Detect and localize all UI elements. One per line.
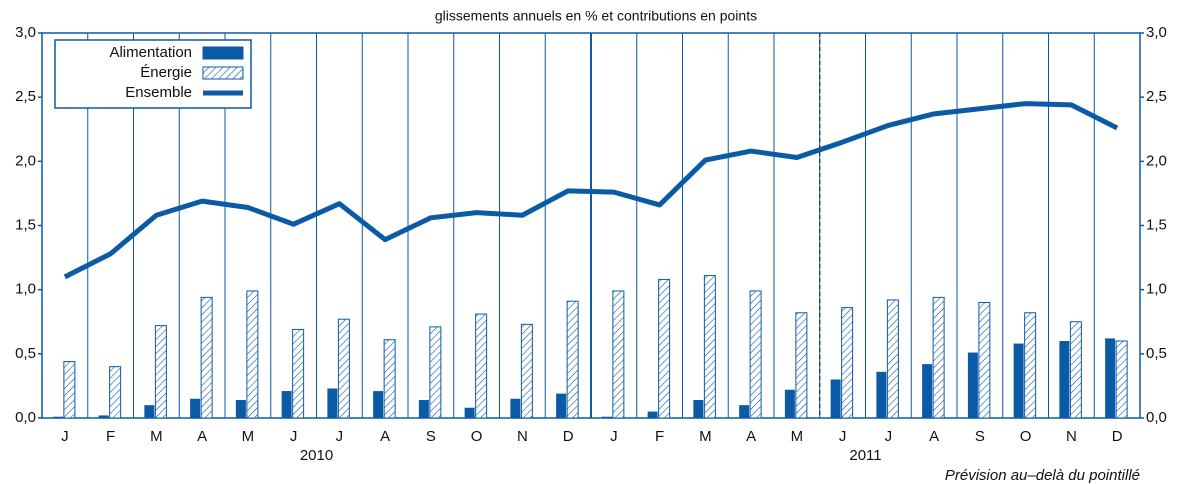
bar — [967, 352, 978, 418]
bar — [418, 400, 429, 418]
y-tick-label: 2,0 — [15, 152, 36, 169]
bar — [281, 391, 292, 418]
bar — [693, 400, 704, 418]
bar — [292, 328, 305, 419]
bar — [886, 299, 899, 419]
bar — [1024, 312, 1037, 419]
bar — [658, 278, 671, 419]
x-tick-label: S — [426, 428, 436, 445]
y2-tick-label: 1,0 — [1146, 281, 1167, 298]
bar — [52, 416, 63, 418]
bar — [235, 400, 246, 418]
x-tick-label: O — [471, 428, 483, 445]
bar — [327, 388, 338, 418]
y2-tick-label: 0,0 — [1146, 409, 1167, 426]
bar — [612, 290, 625, 419]
x-tick-label: J — [839, 428, 847, 445]
bar — [703, 275, 716, 419]
line — [63, 101, 1119, 280]
legend-label: Alimentation — [109, 44, 192, 61]
x-tick-label: N — [517, 428, 528, 445]
chart-note: Prévision au–delà du pointillé — [945, 467, 1140, 484]
x-tick-label: M — [699, 428, 712, 445]
bar — [200, 296, 213, 419]
x-tick-label: F — [655, 428, 664, 445]
x-tick-label: D — [563, 428, 574, 445]
bar — [978, 302, 991, 419]
bar — [464, 407, 475, 418]
bar — [922, 364, 933, 418]
bar — [154, 325, 167, 419]
bar — [1115, 340, 1128, 419]
legend-label: Ensemble — [125, 84, 192, 101]
bar — [429, 326, 442, 419]
x-tick-label: J — [885, 428, 893, 445]
bar — [784, 389, 795, 418]
y-tick-label: 2,5 — [15, 88, 36, 105]
x-tick-label: A — [380, 428, 390, 445]
bar — [109, 366, 122, 419]
chart-subtitle: glissements annuels en % et contribution… — [435, 8, 757, 24]
legend-swatch — [202, 66, 244, 80]
y2-tick-label: 2,5 — [1146, 88, 1167, 105]
bar — [144, 405, 155, 418]
year-label: 2011 — [849, 447, 881, 464]
bar — [749, 290, 762, 419]
y2-tick-label: 2,0 — [1146, 152, 1167, 169]
bar — [876, 371, 887, 418]
bar — [63, 361, 76, 419]
bar — [1013, 343, 1024, 418]
x-tick-label: F — [106, 428, 115, 445]
bar — [556, 393, 567, 418]
bar — [510, 398, 521, 418]
bar — [841, 307, 854, 419]
y-tick-label: 1,0 — [15, 281, 36, 298]
x-tick-label: J — [336, 428, 344, 445]
bar — [1069, 321, 1082, 419]
x-tick-label: M — [791, 428, 804, 445]
x-tick-label: S — [975, 428, 985, 445]
x-tick-label: M — [150, 428, 163, 445]
y-tick-label: 1,5 — [15, 216, 36, 233]
bar — [739, 405, 750, 418]
bar — [190, 398, 201, 418]
bar — [337, 318, 350, 419]
bar — [647, 411, 658, 418]
bar — [1059, 341, 1070, 418]
x-tick-label: M — [242, 428, 255, 445]
bar — [932, 296, 945, 419]
x-tick-label: O — [1020, 428, 1032, 445]
bar — [520, 323, 533, 419]
bar — [830, 379, 841, 418]
bar — [373, 391, 384, 418]
legend-swatch — [202, 46, 244, 60]
x-tick-label: J — [61, 428, 69, 445]
x-tick-label: N — [1066, 428, 1077, 445]
bar — [795, 312, 808, 419]
x-tick-label: D — [1112, 428, 1123, 445]
x-tick-label: A — [929, 428, 939, 445]
bar — [566, 300, 579, 419]
legend-label: Énergie — [140, 64, 192, 81]
year-label: 2010 — [300, 447, 333, 464]
x-tick-label: A — [746, 428, 756, 445]
x-tick-label: J — [290, 428, 298, 445]
bar — [601, 416, 612, 418]
bar — [1105, 338, 1116, 418]
y-tick-label: 3,0 — [15, 24, 36, 41]
y2-tick-label: 0,5 — [1146, 345, 1167, 362]
bar — [383, 339, 396, 419]
bar — [98, 415, 109, 418]
bar — [246, 290, 259, 419]
y-tick-label: 0,0 — [15, 409, 36, 426]
y2-tick-label: 1,5 — [1146, 216, 1167, 233]
y2-tick-label: 3,0 — [1146, 24, 1167, 41]
x-tick-label: A — [197, 428, 207, 445]
x-tick-label: J — [610, 428, 618, 445]
bar — [475, 313, 488, 419]
y-tick-label: 0,5 — [15, 345, 36, 362]
